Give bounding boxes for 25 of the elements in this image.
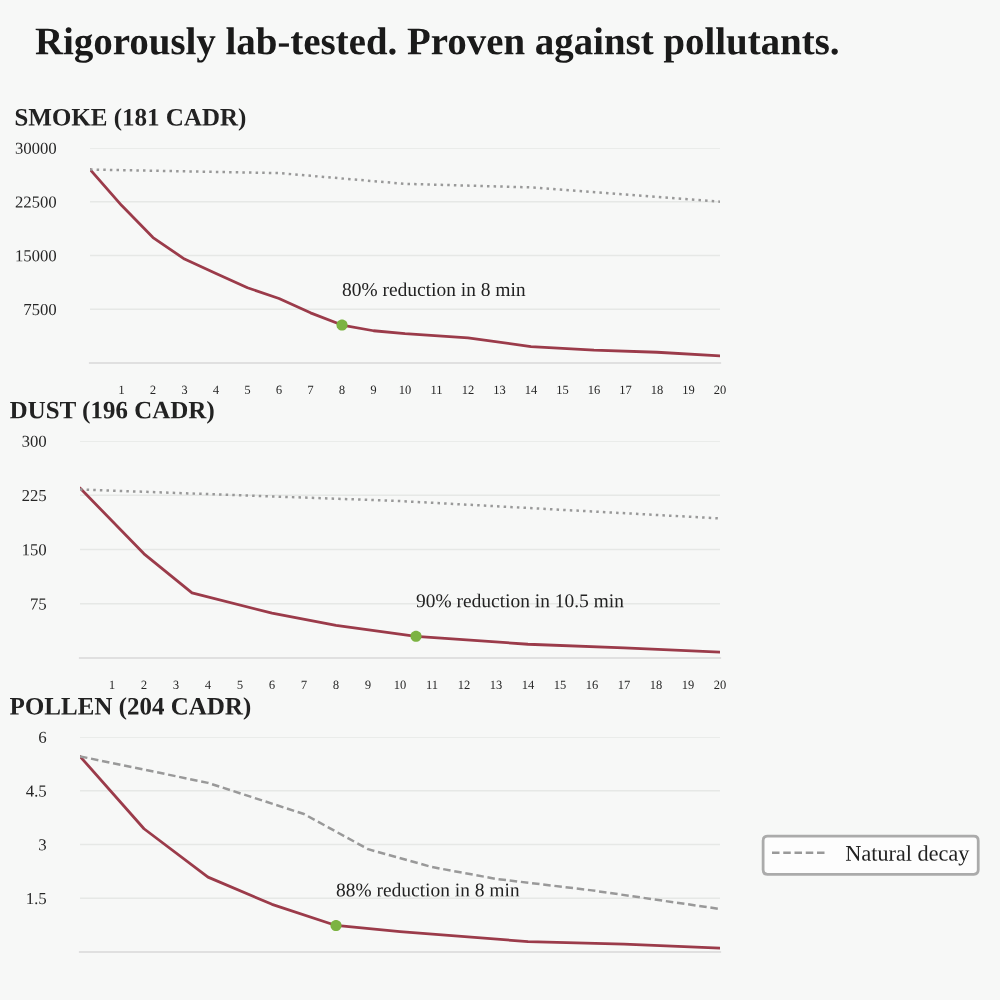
y-tick-label: 6 <box>39 731 47 743</box>
line-series <box>80 754 720 950</box>
annotation: 80% reduction in 8 min <box>342 282 526 297</box>
line-series <box>90 168 720 203</box>
y-tick-label: 15000 <box>16 250 57 262</box>
y-tick-label: 225 <box>22 490 47 502</box>
chart-subtitle: DUST (196 CADR) <box>10 400 214 424</box>
y-tick-label: 4.5 <box>26 785 47 797</box>
annotation: 88% reduction in 8 min <box>336 882 520 897</box>
line-series <box>80 486 720 654</box>
chart-title: Rigorously lab-tested. Proven against pollutants. <box>35 27 838 63</box>
y-tick-label: 300 <box>22 435 47 447</box>
y-tick-label: 1.5 <box>27 893 47 905</box>
y-tick-label: 30000 <box>15 142 57 154</box>
chart-subtitle: POLLEN (204 CADR) <box>10 697 251 720</box>
y-tick-label: 75 <box>31 598 47 610</box>
line-series <box>90 168 720 358</box>
legend-label: Natural decay <box>845 845 970 866</box>
line-series <box>80 755 720 911</box>
chart-subtitle: SMOKE (181 CADR) <box>15 108 246 131</box>
annotation: 90% reduction in 10.5 min <box>416 593 624 608</box>
y-tick-label: 7500 <box>24 303 57 316</box>
y-tick-label: 150 <box>23 544 47 556</box>
y-tick-label: 22500 <box>15 196 57 208</box>
y-tick-label: 3 <box>39 839 47 851</box>
